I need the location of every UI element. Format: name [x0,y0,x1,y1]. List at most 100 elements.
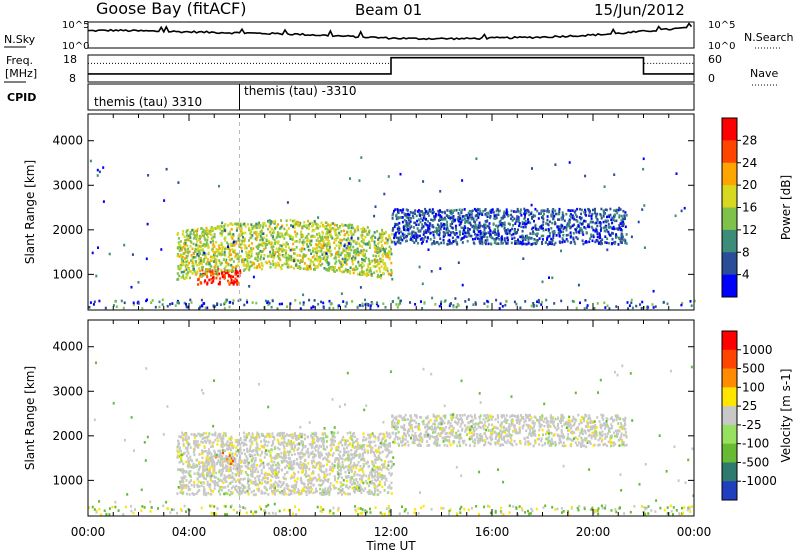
power-echo-cell [422,211,425,215]
power-echo-cell [218,272,220,276]
velocity-echo-cell [239,481,242,485]
power-echo-cell [283,262,286,266]
power-echo-cell [342,263,344,267]
power-echo-cell [460,218,463,221]
velocity-echo-cell [381,450,384,454]
power-echo-cell [233,251,236,254]
velocity-echo-cell [277,440,280,444]
power-echo-cell [261,244,264,248]
power-echo-cell [617,243,620,246]
power-echo-cell [428,210,431,213]
power-echo-cell [224,239,227,242]
power-echo-cell [277,254,280,258]
velocity-echo-cell [261,445,264,449]
power-echo-cell [322,232,324,235]
power-echo-cell [606,215,608,219]
velocity-echo-cell [304,459,307,462]
cpid-panel-frame [87,83,695,111]
power-echo-cell [334,255,337,258]
power-echo-cell [608,233,611,237]
power-echo-cell [345,250,348,253]
power-echo-cell [497,242,500,245]
velocity-echo-cell [247,461,250,465]
power-echo-cell [258,225,260,229]
power-echo-cell [179,240,182,243]
power-echo-cell [301,233,304,237]
velocity-echo-cell [184,438,187,441]
power-echo-cell [380,274,383,277]
power-echo-cell [235,279,238,282]
power-echo-cell [448,229,451,233]
velocity-echo-cell [224,434,227,437]
power-echo-cell [460,211,463,215]
power-echo-cell [208,270,211,273]
power-echo-cell [309,262,312,266]
power-echo-cell [446,226,449,229]
velocity-echo-cell [271,435,274,438]
power-echo-cell [287,243,289,246]
power-echo-cell [403,233,406,237]
power-echo-cell [689,300,692,303]
power-echo-cell [495,237,498,240]
power-echo-cell [553,214,556,218]
power-echo-cell [306,226,309,230]
power-echo-cell [491,236,494,240]
velocity-echo-cell [179,491,182,494]
velocity-echo-cell [276,446,279,450]
power-echo-cell [486,239,489,242]
power-echo-cell [278,302,281,306]
velocity-echo-cell [267,433,270,437]
velocity-echo-cell [239,477,242,481]
power-echo-cell [320,243,323,246]
power-echo-cell [460,220,463,224]
velocity-echo-cell [377,454,380,458]
power-echo-cell [311,229,314,233]
velocity-echo-cell [262,461,265,465]
power-echo-cell [515,232,517,235]
velocity-echo-cell [341,493,343,496]
power-echo-cell [232,299,235,302]
power-echo-cell [438,304,441,308]
velocity-echo-cell [181,484,184,487]
power-echo-cell [212,305,215,308]
velocity-echo-cell [283,451,286,454]
velocity-echo-cell [227,448,230,451]
velocity-echo-cell [234,438,237,442]
velocity-echo-cell [278,470,280,473]
power-echo-cell [604,306,607,309]
power-echo-cell [210,281,213,284]
velocity-echo-cell [184,446,187,450]
power-echo-cell [434,303,437,306]
velocity-echo-cell [290,453,293,457]
power-echo-cell [438,233,441,237]
power-echo-cell [311,255,314,259]
power-echo-cell [185,276,188,279]
velocity-echo-cell [363,451,366,454]
power-echo-cell [398,241,400,244]
power-echo-cell [199,275,201,278]
velocity-echo-cell [357,485,360,488]
power-echo-cell [318,242,320,245]
power-echo-cell [267,240,270,243]
velocity-echo-cell [293,484,296,487]
power-echo-cell [326,238,329,242]
velocity-echo-cell [377,478,380,481]
velocity-echo-cell [347,486,350,490]
power-echo-cell [255,301,258,305]
power-echo-cell [545,228,547,232]
power-echo-cell [199,248,202,252]
velocity-echo-cell [195,434,198,438]
velocity-echo-cell [344,492,347,496]
power-echo-cell [399,241,402,245]
power-echo-cell [206,275,209,279]
power-echo-cell [485,214,488,217]
power-echo-cell [470,234,472,238]
power-echo-cell [405,208,408,211]
power-echo-cell [594,221,597,225]
velocity-echo-cell [256,475,259,478]
power-echo-cell [523,207,526,211]
power-echo-cell [680,303,683,307]
power-echo-cell [534,207,537,211]
power-echo-cell [145,257,148,261]
power-echo-cell [600,207,603,211]
